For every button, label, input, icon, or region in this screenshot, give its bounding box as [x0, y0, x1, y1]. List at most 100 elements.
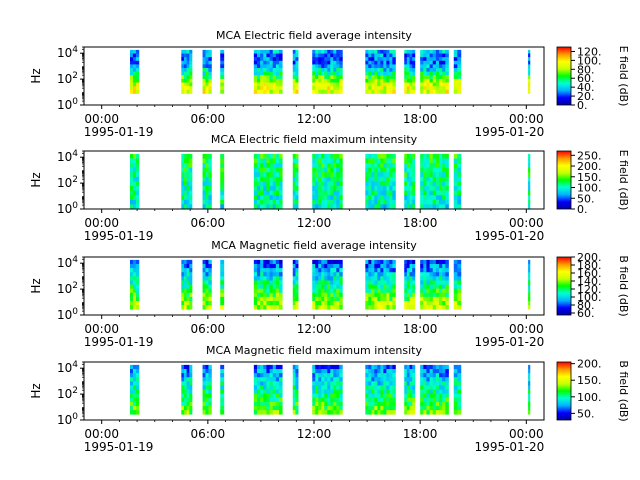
spectrogram-cell — [333, 393, 337, 399]
spectrogram-cell — [439, 389, 443, 395]
spectrogram-cell — [220, 385, 225, 390]
colorbar-tick-label: 0. — [577, 99, 588, 112]
spectrogram-cell — [445, 268, 449, 273]
spectrogram-cell — [292, 68, 296, 73]
spectrogram-cell — [336, 75, 340, 80]
spectrogram-cell — [380, 259, 384, 265]
spectrogram-cell — [275, 53, 280, 58]
spectrogram-cell — [386, 405, 390, 411]
spectrogram-cell — [365, 292, 369, 298]
spectrogram-cell — [205, 364, 209, 370]
spectrogram-cell — [208, 393, 212, 399]
spectrogram-cell — [266, 389, 270, 395]
spectrogram-cell — [406, 284, 410, 290]
spectrogram-cell — [208, 57, 212, 62]
spectrogram-cell — [292, 276, 296, 281]
spectrogram-cell — [315, 296, 319, 302]
spectrogram-cell — [130, 75, 134, 80]
spectrogram-cell — [386, 288, 390, 294]
spectrogram-cell — [208, 86, 212, 91]
spectrogram-cell — [253, 199, 258, 205]
spectrogram-cell — [442, 153, 446, 159]
spectrogram-cell — [275, 71, 280, 76]
spectrogram-cell — [263, 280, 267, 285]
spectrogram-cell — [336, 195, 340, 201]
spectrogram-cell — [383, 259, 387, 265]
spectrogram-cell — [315, 181, 319, 187]
spectrogram-cell — [442, 268, 446, 273]
spectrogram-cell — [336, 57, 340, 62]
spectrogram-cell — [435, 71, 440, 76]
spectrogram-cell — [429, 288, 434, 294]
spectrogram-cell — [442, 284, 446, 290]
spectrogram-cell — [321, 389, 325, 395]
spectrogram-cell — [365, 204, 369, 210]
spectrogram-cell — [208, 296, 212, 302]
spectrogram-cell — [432, 89, 437, 94]
spectrogram-cell — [392, 53, 396, 58]
spectrogram-cell — [330, 364, 334, 370]
spectrogram-cell — [457, 60, 462, 65]
spectrogram-cell — [186, 405, 190, 411]
spectrogram-cell — [321, 393, 325, 399]
spectrogram-cell — [445, 78, 449, 83]
spectrogram-cell — [453, 272, 458, 277]
spectrogram-cell — [266, 64, 270, 69]
spectrogram-cell — [269, 163, 274, 169]
spectrogram-cell — [383, 385, 387, 390]
spectrogram-cell — [263, 276, 267, 281]
spectrogram-cell — [383, 60, 387, 65]
spectrogram-cell — [208, 292, 212, 298]
spectrogram-cell — [132, 158, 137, 164]
spectrogram-cell — [220, 204, 225, 210]
spectrogram-cell — [457, 259, 462, 265]
spectrogram-cell — [324, 405, 328, 411]
spectrogram-cell — [321, 259, 325, 265]
spectrogram-cell — [368, 401, 372, 407]
spectrogram-cell — [275, 153, 280, 159]
spectrogram-cell — [220, 373, 225, 378]
spectrogram-cell — [269, 272, 274, 277]
spectrogram-cell — [374, 163, 378, 169]
spectrogram-cell — [377, 195, 381, 201]
date-label-start: 1995-01-19 — [84, 125, 154, 139]
spectrogram-cell — [423, 405, 427, 411]
y-axis-label: Hz — [29, 172, 43, 187]
spectrogram-cell — [260, 284, 264, 290]
spectrogram-cell — [315, 163, 319, 169]
spectrogram-cell — [389, 78, 393, 83]
spectrogram-cell — [528, 389, 531, 395]
spectrogram-cell — [263, 53, 267, 58]
spectrogram-cell — [404, 389, 408, 395]
spectrogram-cell — [205, 82, 209, 87]
panel-2: MCA Electric field maximum intensity1001… — [29, 133, 630, 243]
spectrogram-cell — [435, 153, 440, 159]
spectrogram-cell — [295, 75, 299, 80]
spectrogram-cell — [406, 71, 410, 76]
spectrogram-cell — [253, 176, 258, 182]
spectrogram-cell — [392, 393, 396, 399]
spectrogram-cell — [186, 186, 190, 192]
spectrogram-cell — [377, 364, 381, 370]
spectrogram-cell — [380, 284, 384, 290]
spectrogram-cell — [186, 57, 190, 62]
spectrogram-cell — [386, 272, 390, 277]
spectrogram-cell — [181, 86, 185, 91]
spectrogram-cell — [183, 75, 188, 80]
spectrogram-cell — [380, 86, 384, 91]
spectrogram-cell — [453, 280, 458, 285]
spectrogram-cell — [368, 68, 372, 73]
spectrogram-cell — [260, 377, 264, 382]
spectrogram-cell — [420, 369, 424, 374]
spectrogram-cell — [377, 264, 381, 269]
spectrogram-cell — [321, 53, 325, 58]
spectrogram-cell — [205, 75, 209, 80]
spectrogram-cell — [186, 78, 190, 83]
spectrogram-cell — [445, 199, 449, 205]
spectrogram-cell — [453, 389, 458, 395]
spectrogram-cell — [220, 292, 225, 298]
spectrogram-cell — [429, 280, 434, 285]
spectrogram-cell — [183, 385, 188, 390]
spectrogram-cell — [327, 300, 331, 306]
spectrogram-cell — [269, 280, 274, 285]
